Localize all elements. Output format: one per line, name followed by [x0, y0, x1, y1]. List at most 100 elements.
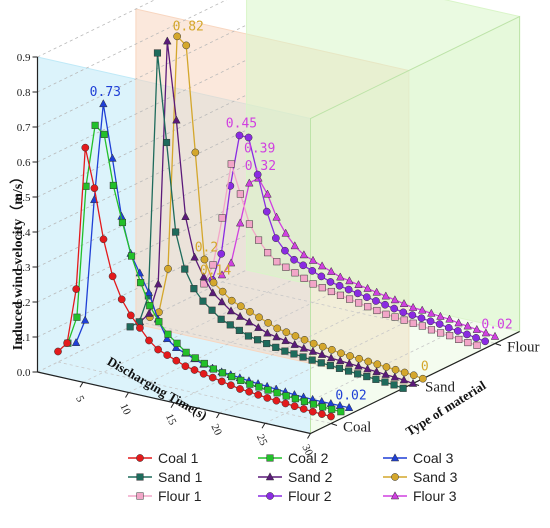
legend-label: Flour 1 [158, 488, 202, 504]
data-point [364, 357, 373, 366]
data-point [455, 335, 463, 343]
data-point [308, 346, 318, 355]
data-point [281, 399, 290, 408]
x-tick-label: 20 [208, 422, 224, 437]
series-group [54, 32, 500, 421]
data-point [300, 335, 309, 344]
data-point [172, 228, 180, 236]
data-point [372, 375, 380, 383]
data-point [144, 287, 154, 296]
data-point [108, 272, 117, 281]
legend-item: Flour 3 [383, 488, 457, 504]
z-tick [494, 343, 502, 346]
data-point [308, 407, 317, 416]
data-point [327, 287, 335, 296]
data-point [372, 367, 381, 376]
data-label: 0.73 [90, 85, 121, 100]
data-point [235, 311, 245, 320]
gridline-y [37, 94, 247, 198]
data-point [318, 284, 326, 292]
data-point [218, 214, 226, 222]
data-point [426, 317, 435, 326]
data-point [337, 349, 345, 358]
data-point [118, 218, 126, 227]
data-point [226, 321, 234, 329]
y-tick-label: 0.4 [17, 227, 31, 239]
gridline-x [173, 300, 384, 404]
data-point [191, 354, 199, 362]
data-point [427, 326, 436, 334]
data-point [228, 373, 236, 381]
data-point [473, 341, 481, 349]
data-point [391, 473, 399, 481]
data-point [400, 368, 409, 377]
y-tick-label: 0.9 [17, 52, 31, 64]
legend-label: Flour 3 [413, 488, 457, 504]
data-point [199, 297, 207, 305]
data-point [290, 255, 298, 264]
data-point [217, 270, 227, 279]
data-point [200, 359, 208, 367]
data-point [364, 303, 372, 311]
data-label: 0.82 [173, 19, 204, 34]
data-point [328, 405, 336, 413]
data-point [255, 236, 263, 244]
data-point [208, 288, 218, 297]
data-point [463, 321, 472, 330]
gridline-y [37, 59, 247, 163]
gridline-x [82, 279, 293, 383]
z-tick [330, 423, 338, 426]
data-point [54, 347, 62, 356]
data-point [200, 255, 209, 264]
data-point [435, 320, 444, 328]
x-tick [216, 412, 220, 419]
data-point [373, 306, 381, 315]
data-point [81, 143, 90, 152]
legend-label: Coal 1 [158, 450, 199, 466]
x-tick [261, 422, 266, 429]
data-point [254, 336, 262, 344]
data-point [381, 369, 390, 378]
data-point [290, 241, 300, 250]
data-point [266, 454, 274, 462]
data-point [99, 99, 108, 108]
data-point [236, 385, 244, 393]
data-point [390, 381, 398, 389]
data-point [137, 279, 145, 287]
data-point [164, 264, 172, 273]
legend-label: Sand 2 [288, 469, 333, 485]
data-point [199, 272, 208, 281]
data-point [235, 326, 243, 334]
data-point [272, 332, 281, 341]
data-point [209, 365, 217, 373]
data-point [446, 332, 454, 340]
data-point [399, 308, 408, 317]
data-point [63, 339, 71, 347]
data-point [363, 293, 371, 301]
data-point [373, 360, 382, 369]
data-point [80, 315, 90, 324]
data-point [308, 255, 318, 264]
data-point [163, 138, 171, 147]
data-point [463, 330, 471, 339]
data-point [253, 170, 262, 179]
data-point [299, 405, 308, 413]
data-point [344, 285, 353, 294]
x-tick-label: 10 [117, 402, 133, 417]
data-point [126, 311, 135, 320]
data-label: 0.32 [245, 159, 276, 174]
data-point [246, 380, 254, 388]
y-tick-label: 0.7 [17, 122, 31, 134]
data-point [290, 402, 299, 411]
data-point [408, 302, 418, 311]
data-point [281, 347, 289, 355]
data-point [236, 302, 245, 311]
data-point [199, 369, 208, 378]
data-point [326, 266, 336, 275]
data-point [327, 345, 336, 354]
data-point [144, 308, 154, 317]
data-point [246, 307, 254, 316]
data-point [217, 297, 227, 306]
data-point [245, 387, 253, 396]
